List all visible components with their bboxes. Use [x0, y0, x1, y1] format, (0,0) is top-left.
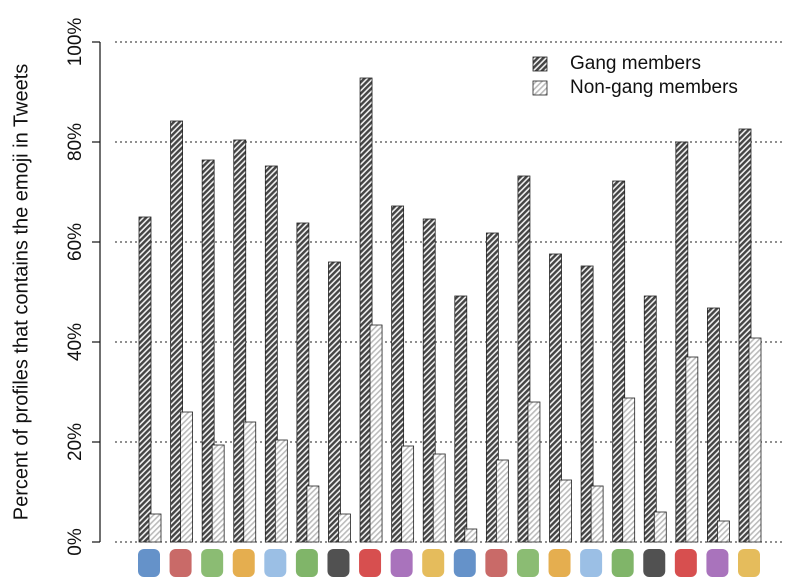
- bar: [243, 421, 257, 543]
- category-icon: [580, 549, 603, 577]
- category-icon: [295, 549, 318, 577]
- y-tick-label: 60%: [65, 223, 86, 261]
- legend-swatch: [532, 80, 548, 96]
- bar: [612, 180, 626, 543]
- bar: [180, 411, 193, 543]
- bar: [643, 295, 657, 543]
- bar: [422, 218, 436, 543]
- bar: [391, 205, 405, 543]
- category-icon: [264, 549, 287, 577]
- bar: [580, 265, 594, 543]
- bar: [517, 175, 531, 543]
- bar: [264, 165, 278, 543]
- bar: [454, 295, 468, 543]
- category-icon: [611, 549, 634, 577]
- y-axis-title: Percent of profiles that contains the em…: [10, 64, 32, 521]
- bar: [359, 77, 373, 543]
- bar: [527, 401, 541, 543]
- category-icon: [453, 549, 476, 577]
- category-icon: [485, 549, 508, 577]
- category-icon: [706, 549, 729, 577]
- bar: [707, 307, 720, 543]
- legend-label: Gang members: [570, 53, 701, 74]
- bar: [296, 222, 310, 543]
- category-icon: [169, 549, 192, 577]
- category-icon: [359, 549, 382, 577]
- category-icon: [738, 549, 760, 577]
- category-icon: [232, 549, 255, 577]
- bar: [653, 511, 667, 543]
- bar: [675, 141, 689, 543]
- bar: [748, 337, 762, 543]
- y-tick-label: 80%: [65, 123, 86, 161]
- bar: [138, 216, 152, 543]
- category-icon: [138, 549, 160, 577]
- category-icon: [674, 549, 697, 577]
- bar: [432, 453, 446, 543]
- legend-label: Non-gang members: [570, 77, 738, 98]
- category-icon: [422, 549, 445, 577]
- bar: [590, 485, 604, 543]
- bar: [738, 128, 752, 543]
- bar: [559, 479, 572, 543]
- category-icon: [327, 549, 350, 577]
- bar: [274, 439, 288, 543]
- y-tick-label: 40%: [65, 323, 86, 361]
- bar: [495, 459, 509, 543]
- bar: [549, 253, 562, 543]
- category-icon: [516, 549, 539, 577]
- bar: [717, 520, 730, 543]
- bar: [148, 513, 162, 543]
- bar: [401, 445, 415, 543]
- category-icon: [548, 549, 571, 577]
- bar: [338, 513, 351, 543]
- y-tick-label: 20%: [65, 423, 86, 461]
- bar: [233, 139, 247, 543]
- category-icon: [643, 549, 666, 577]
- y-tick-label: 100%: [65, 18, 86, 67]
- category-icon: [201, 549, 224, 577]
- bar: [211, 444, 225, 543]
- bar: [306, 485, 320, 543]
- bar: [328, 261, 341, 543]
- y-tick-label: 0%: [65, 528, 86, 556]
- bar: [464, 528, 478, 543]
- bar: [170, 120, 183, 543]
- bar: [369, 324, 383, 543]
- bar: [685, 356, 699, 543]
- legend-swatch: [532, 56, 548, 72]
- bar: [485, 232, 499, 543]
- bar: [622, 397, 636, 543]
- category-icon: [390, 549, 413, 577]
- bar: [201, 159, 215, 543]
